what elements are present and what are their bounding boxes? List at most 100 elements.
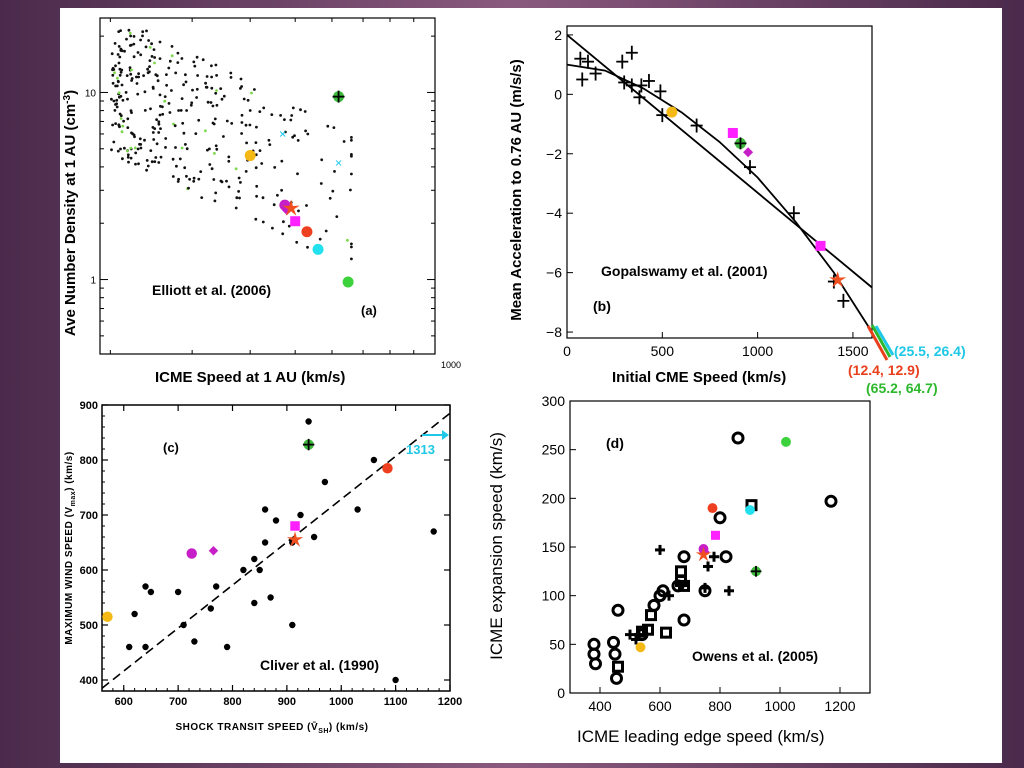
data-dot [168, 111, 172, 114]
x-axis-label-xlabel_close: ) (km/s) [329, 722, 369, 733]
data-cross [574, 51, 587, 66]
data-dot [225, 179, 228, 183]
data-dot [210, 167, 214, 171]
data-dot [121, 124, 125, 128]
offscale-arrow-red [866, 325, 889, 361]
fit-line [101, 412, 451, 689]
data-dot [163, 95, 167, 98]
data-dot [196, 74, 200, 77]
x-tick-label: 1000 [329, 696, 353, 708]
data-dot [350, 154, 353, 158]
data-dot [153, 56, 156, 59]
plot-frame [101, 404, 451, 692]
data-dot [248, 123, 252, 127]
data-dot [152, 138, 156, 141]
data-xmark [335, 160, 342, 166]
marker-star [282, 199, 300, 216]
data-dot [204, 85, 208, 89]
data-dot [151, 87, 155, 90]
y-axis-label: Mean Acceleration to 0.76 AU (m/s/s) [508, 59, 525, 320]
data-dot [118, 73, 122, 77]
data-dot [229, 76, 233, 79]
y-axis-label-ylabel_close: ) (km/s) [64, 451, 75, 491]
data-dot [234, 167, 238, 171]
x-tick-label: 800 [223, 696, 241, 708]
panel-label: (c) [163, 440, 179, 455]
data-dot [119, 29, 122, 32]
x-tick-label: 800 [708, 698, 732, 714]
data-dot [281, 232, 285, 236]
data-plus [634, 629, 644, 640]
data-point [256, 566, 263, 574]
data-point [305, 418, 312, 425]
data-dot [210, 86, 214, 90]
marker-plus-circle [302, 438, 315, 451]
data-dot [126, 149, 129, 153]
data-dot [350, 245, 353, 249]
data-dot [282, 220, 285, 224]
data-dot [212, 178, 216, 181]
data-dot [299, 108, 302, 112]
data-dot [240, 85, 244, 88]
panel-label: (b) [593, 298, 611, 314]
data-dot [134, 162, 137, 166]
data-cross [642, 73, 655, 88]
marker-diamond [208, 546, 219, 556]
y-axis-label: Ave Number Density at 1 AU (cm-3) [62, 90, 79, 336]
data-dot [110, 97, 113, 101]
data-point [261, 506, 269, 513]
data-point [142, 583, 149, 590]
data-dot [111, 123, 114, 127]
data-dot [200, 196, 204, 200]
data-dot [146, 67, 149, 71]
data-dot [117, 61, 121, 65]
data-dot [137, 72, 140, 75]
data-dot [190, 101, 194, 105]
offscale-arrow-green [870, 324, 892, 358]
data-dot [184, 73, 187, 77]
data-dot [229, 71, 233, 75]
data-dot [156, 79, 160, 83]
data-point [297, 511, 304, 519]
data-dot [215, 147, 219, 151]
offscale-note-green: (65.2, 64.7) [866, 380, 938, 396]
data-dot [182, 131, 186, 135]
data-ring [607, 635, 620, 649]
data-point [207, 605, 214, 612]
y-tick-label: 10 [85, 88, 97, 99]
data-dot [342, 140, 346, 143]
offscale-note-cyan: (25.5, 26.4) [894, 343, 966, 359]
y-tick-label: 200 [542, 490, 566, 506]
data-point [213, 583, 220, 590]
data-dot [173, 124, 177, 128]
data-point [174, 588, 182, 596]
y-tick-label: 0 [557, 685, 565, 701]
data-dot [267, 138, 271, 142]
data-dot [248, 109, 252, 112]
data-dot [227, 159, 231, 163]
data-plus [709, 551, 719, 562]
data-point [131, 610, 138, 618]
data-dot [332, 126, 336, 129]
citation: Elliott et al. (2006) [152, 282, 271, 298]
data-dot [214, 91, 218, 95]
data-dot [164, 137, 168, 140]
data-dot [129, 156, 133, 160]
data-dot [204, 81, 208, 85]
marker-circle [635, 642, 646, 653]
y-tick-label: 1 [90, 276, 96, 287]
data-dot [208, 163, 212, 166]
data-dot [132, 42, 136, 46]
data-ring [611, 603, 625, 617]
data-dot [297, 209, 300, 213]
data-point [251, 599, 258, 607]
x-tick-label: 1200 [824, 698, 855, 714]
data-dot [164, 146, 167, 149]
x-tick-label: 1100 [384, 696, 408, 708]
data-dot [331, 189, 335, 193]
citation: Gopalswamy et al. (2001) [601, 263, 768, 279]
data-dot [240, 121, 244, 124]
data-dot [214, 191, 218, 195]
data-dot [141, 30, 145, 34]
data-dot [117, 124, 121, 127]
